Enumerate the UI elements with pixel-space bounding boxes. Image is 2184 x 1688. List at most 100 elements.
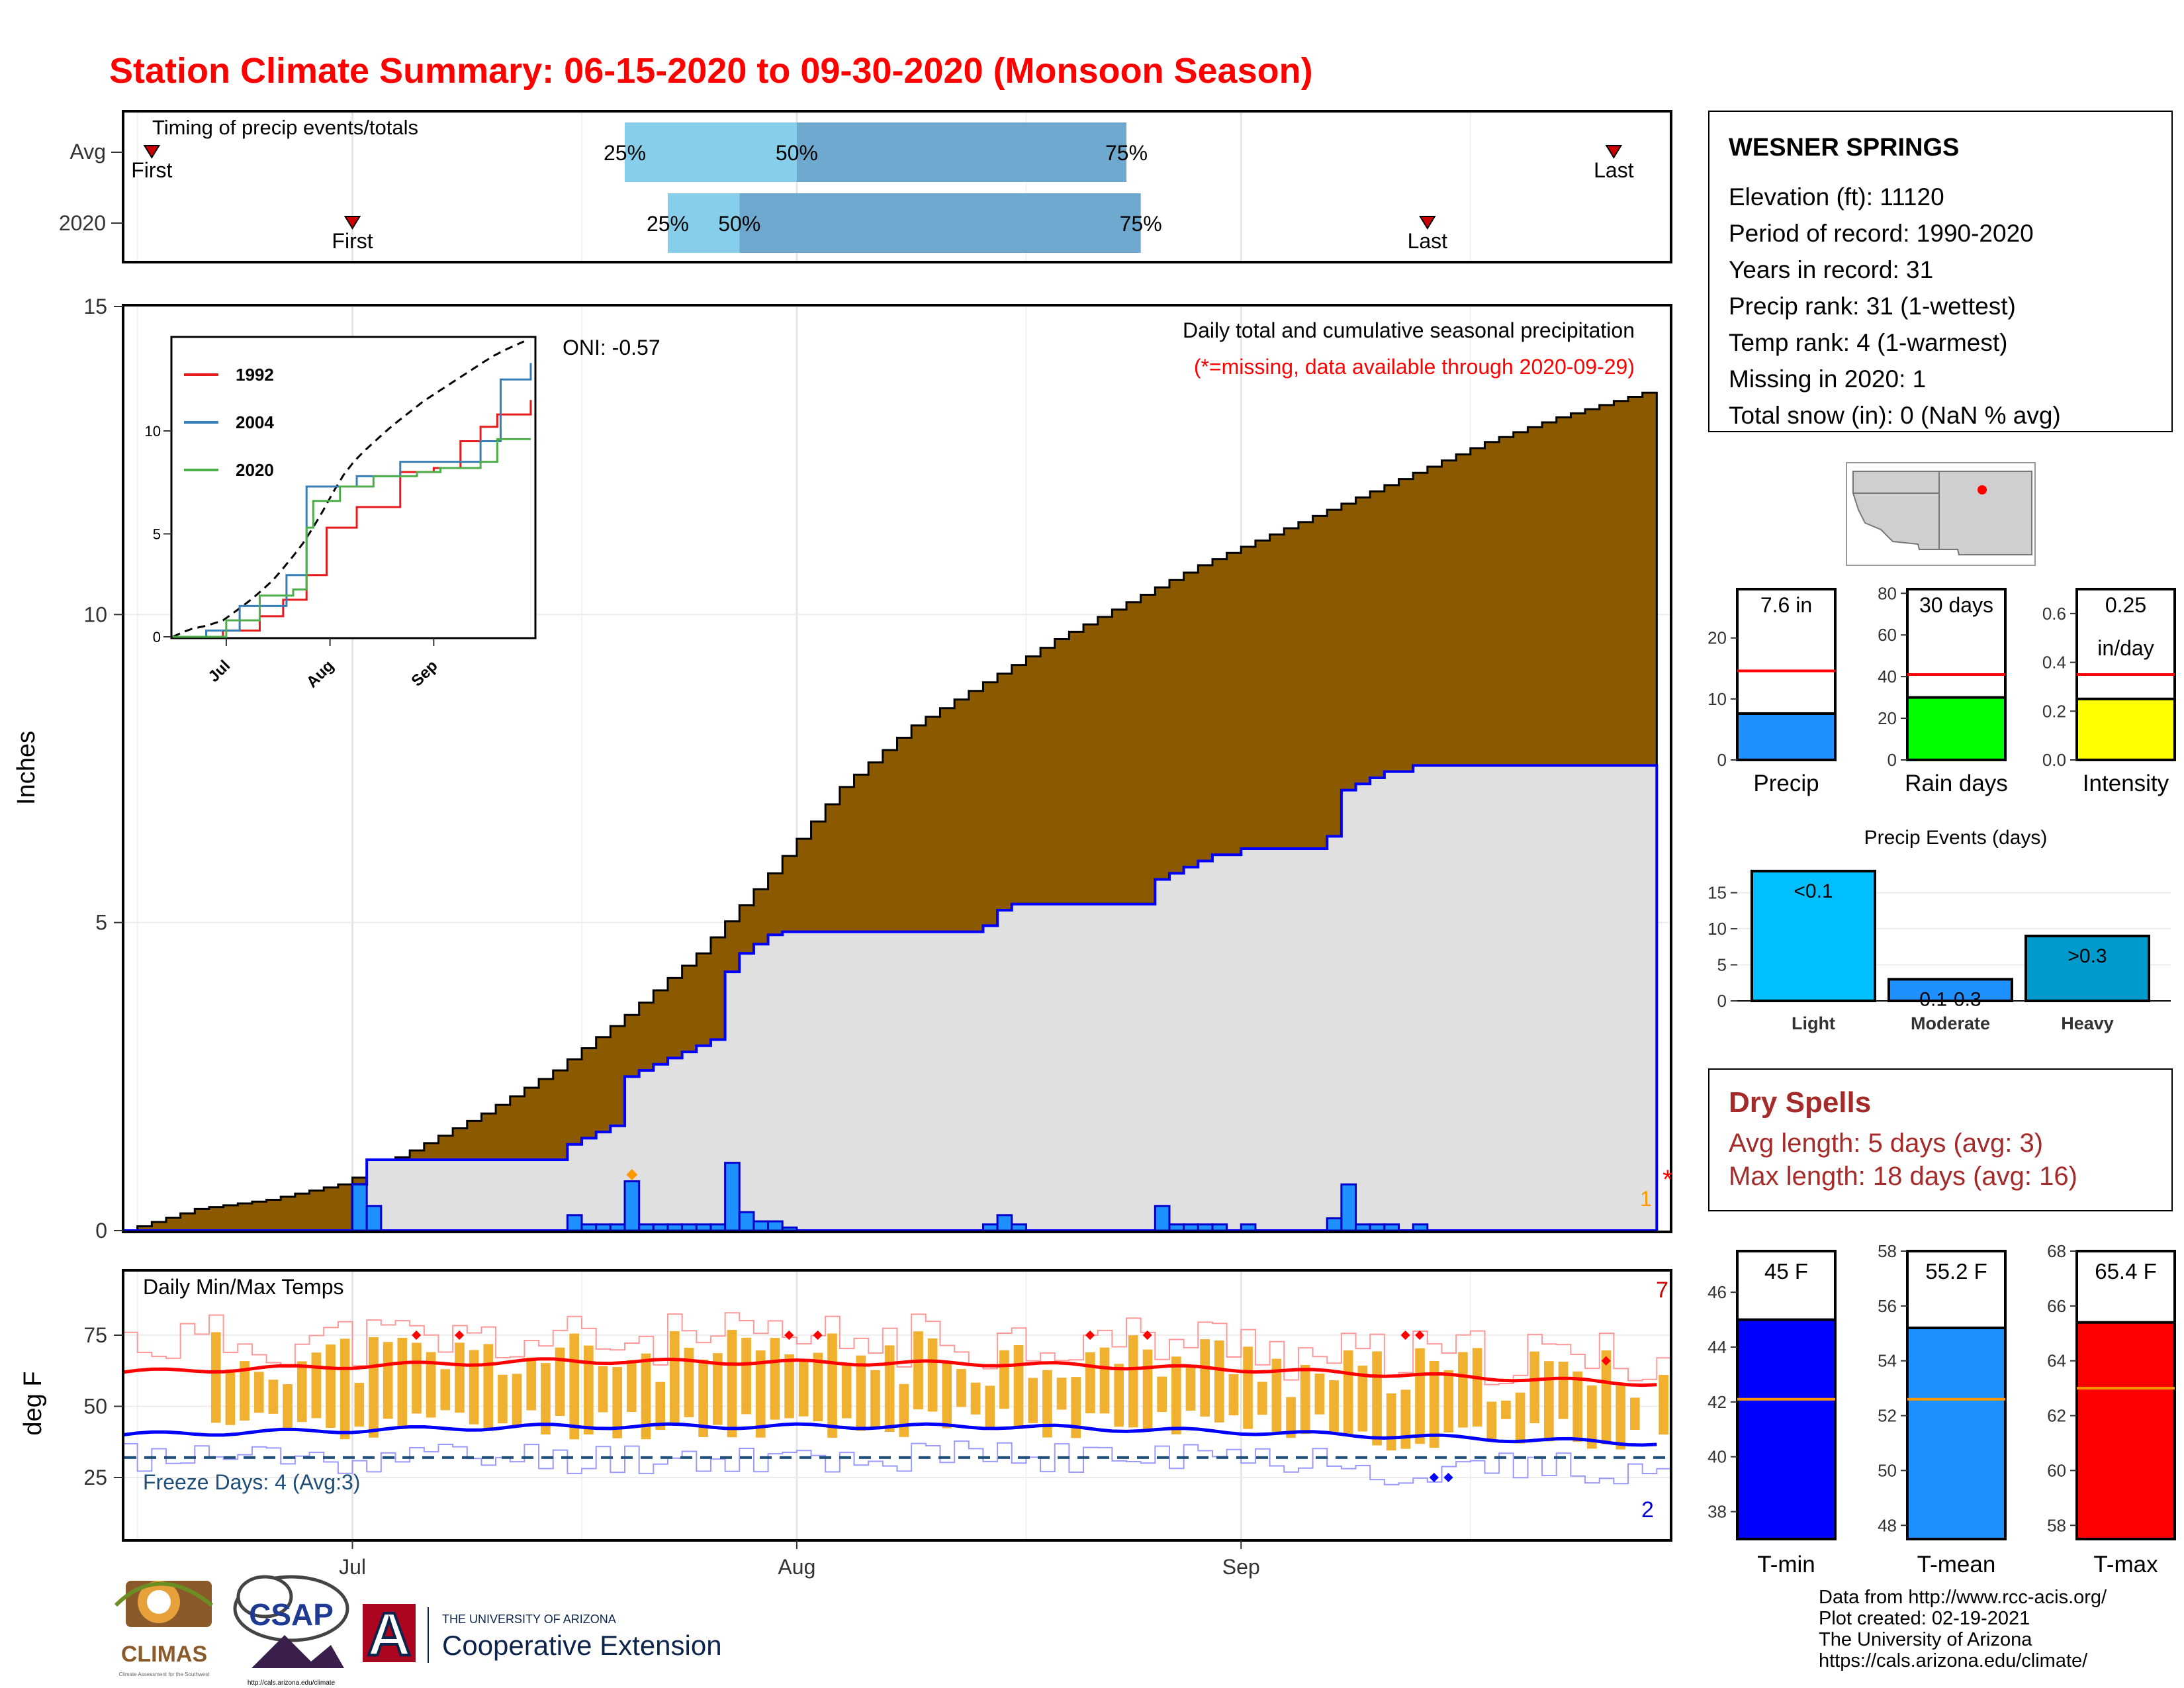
daily-temp-bar: [268, 1380, 279, 1414]
daily-temp-bar: [1271, 1358, 1282, 1432]
daily-precip-bar: [365, 1205, 383, 1232]
missing-count: 1: [1640, 1187, 1652, 1211]
temp-count-bottom: 2: [1641, 1497, 1654, 1523]
temp-panel-title: Daily Min/Max Temps: [143, 1275, 343, 1299]
mini-bar-value-label: 0.25: [2105, 593, 2146, 617]
dry-spells-avg: Avg length: 5 days (avg: 3): [1729, 1129, 2043, 1158]
daily-temp-bar: [1013, 1344, 1024, 1429]
temp-bar-value: [1736, 1318, 1837, 1540]
daily-temp-bar: [1529, 1351, 1540, 1423]
events-y-tick-label: 0: [1717, 991, 1727, 1011]
mini-bar-y-tick-label: 40: [1878, 667, 1897, 686]
oni-annotation: ONI: -0.57: [563, 336, 660, 359]
events-bar-light: [1751, 869, 1876, 1003]
daily-temp-bar: [784, 1354, 794, 1419]
daily-temp-bar: [1343, 1350, 1353, 1434]
mini-bar-xlabel: Rain days: [1905, 771, 2008, 796]
daily-temp-bar: [985, 1385, 995, 1428]
daily-temp-bar: [1056, 1378, 1067, 1410]
record-max-line: [123, 1312, 1671, 1385]
daily-precip-bar: [1326, 1217, 1343, 1232]
station-info-line: Temp rank: 4 (1-warmest): [1729, 329, 2008, 356]
mini-bar-value-label: 30 days: [1919, 593, 1993, 617]
footer-line: https://cals.arizona.edu/climate/: [1819, 1650, 2088, 1671]
daily-temp-bar: [326, 1344, 336, 1428]
precip-ylabel: Inches: [13, 731, 40, 805]
daily-temp-bar: [1214, 1340, 1224, 1423]
precip-caption: Daily total and cumulative seasonal prec…: [1183, 318, 1635, 342]
daily-temp-bar: [1544, 1361, 1554, 1442]
temp-bar-value-label: 45 F: [1764, 1259, 1808, 1284]
temp-bar-value: [2075, 1321, 2176, 1540]
daily-precip-bar: [652, 1223, 669, 1232]
events-x-label: Heavy: [2061, 1013, 2114, 1033]
p50-label: 50%: [718, 212, 760, 236]
ua-logo-letter: A: [367, 1601, 411, 1668]
station-info-line: Precip rank: 31 (1-wettest): [1729, 293, 2016, 320]
max-precip-marker: [626, 1169, 638, 1181]
y-tick-label: 25: [83, 1466, 107, 1489]
missing-marker: *: [1662, 1165, 1673, 1194]
daily-precip-bar: [580, 1223, 598, 1232]
footer-line: Plot created: 02-19-2021: [1819, 1608, 2030, 1629]
daily-precip-bar: [996, 1214, 1013, 1232]
climas-logo: CLIMAS Climate Assessment for the Southw…: [114, 1581, 213, 1677]
temp-bar-y-tick-label: 64: [2047, 1351, 2066, 1371]
temp-summary-t-min: 38 40 42 44 46 45 F T-min: [1707, 1250, 1837, 1577]
csap-logo-text: CSAP: [249, 1597, 334, 1632]
daily-temp-bar: [426, 1352, 436, 1418]
daily-temp-bar: [913, 1331, 923, 1409]
temp-bar-y-tick-label: 60: [2047, 1460, 2066, 1480]
record-high-marker: [1142, 1330, 1152, 1340]
mini-bar-y-tick-label: 20: [1707, 628, 1727, 648]
daily-temp-bar: [240, 1361, 250, 1421]
daily-temp-bar: [1429, 1360, 1439, 1448]
daily-temp-bar: [1028, 1378, 1038, 1423]
events-y-tick-label: 15: [1707, 883, 1727, 903]
avg-max-temp-line: [122, 1357, 1657, 1387]
daily-temp-bar: [1630, 1397, 1640, 1430]
daily-temp-bar: [970, 1382, 981, 1415]
daily-temp-bar: [999, 1350, 1009, 1409]
daily-temp-bar: [827, 1333, 837, 1438]
daily-precip-bar: [1168, 1223, 1185, 1232]
mini-bar-value: [1906, 696, 2007, 761]
daily-precip-bar: [1340, 1183, 1357, 1232]
y-tick-label: 15: [83, 295, 107, 318]
daily-temp-bar: [1587, 1385, 1597, 1449]
daily-temp-bar: [612, 1367, 623, 1438]
daily-temp-bar: [1357, 1365, 1368, 1432]
climas-logo-text: CLIMAS: [121, 1642, 207, 1667]
timing-row-label-avg: Avg: [69, 140, 106, 164]
first-marker: [143, 145, 161, 159]
daily-temp-bar: [1486, 1401, 1497, 1439]
temp-summary-t-max: 58 60 62 64 66 68 65.4 F T-max: [2047, 1241, 2176, 1577]
daily-temp-bar: [1314, 1374, 1325, 1415]
daily-precip-bar: [351, 1183, 368, 1232]
freeze-days-text: Freeze Days: 4 (Avg:3): [143, 1470, 360, 1494]
daily-temp-bar: [712, 1353, 723, 1425]
events-bar-heavy: [2025, 934, 2150, 1003]
locator-map: [1846, 462, 2036, 566]
p75-label: 75%: [1120, 212, 1162, 236]
temp-bar-xlabel: T-max: [2093, 1552, 2158, 1577]
daily-temp-bar: [512, 1374, 522, 1428]
events-x-label: Moderate: [1911, 1013, 1990, 1033]
daily-temp-bar: [1200, 1339, 1210, 1417]
temp-bar-y-tick-label: 54: [1878, 1351, 1897, 1371]
daily-temp-bar: [1472, 1348, 1482, 1427]
x-tick-label: Jul: [339, 1555, 366, 1579]
daily-temp-bar: [283, 1384, 293, 1430]
temp-bar-xlabel: T-min: [1757, 1552, 1815, 1577]
csap-logo: CSAP http://cals.arizona.edu/climate: [233, 1575, 349, 1687]
daily-temp-bar: [1157, 1376, 1167, 1413]
timing-panel: 25% 50% 75% First Last 25% 50% 75% First Last Tim…: [59, 110, 1672, 263]
daily-temp-bar: [598, 1366, 608, 1413]
daily-temp-bar: [1400, 1389, 1411, 1449]
daily-temp-bar: [770, 1338, 780, 1420]
footer-line: The University of Arizona: [1819, 1629, 2032, 1650]
inset-series-line: [173, 438, 531, 638]
record-high-marker: [455, 1330, 465, 1340]
figure-title: Station Climate Summary: 06-15-2020 to 0…: [109, 51, 1313, 91]
mini-bar-y-tick-label: 60: [1878, 625, 1897, 645]
